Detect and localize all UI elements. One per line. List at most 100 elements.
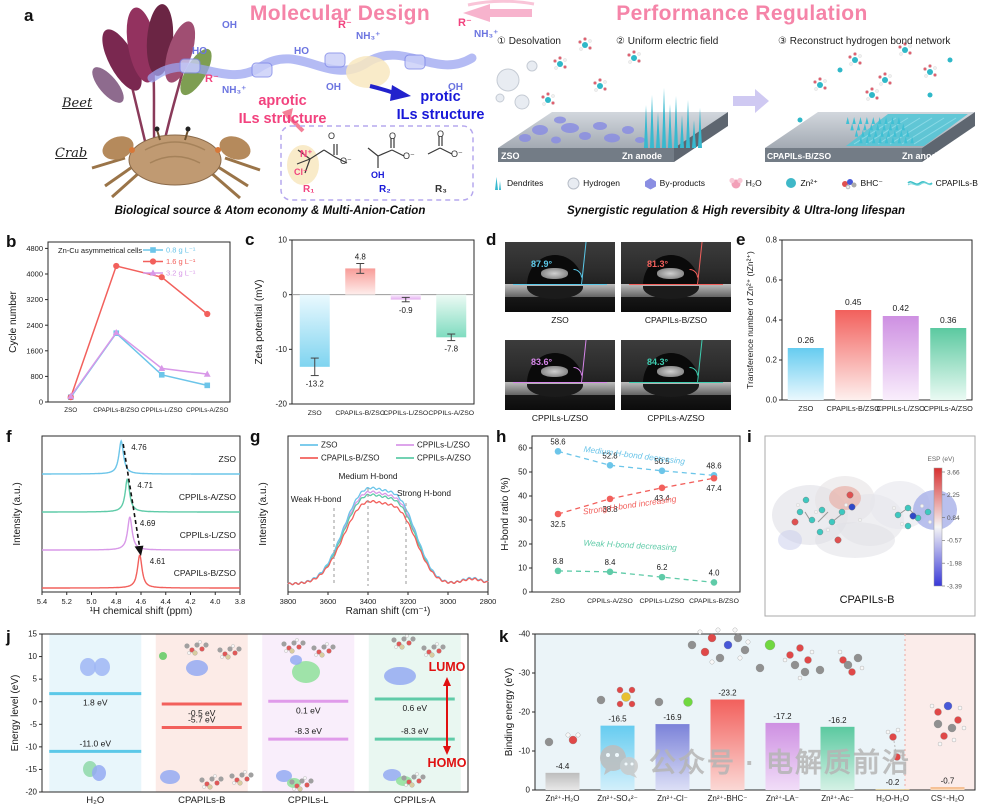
- svg-text:4.61: 4.61: [150, 557, 166, 566]
- svg-text:CPPILs-L/ZSO: CPPILs-L/ZSO: [141, 407, 183, 414]
- wechat-icon: [600, 744, 638, 778]
- contact-angle-image-cpapils-b: 81.3°: [621, 242, 731, 312]
- zn-anode-label: Zn anode: [622, 151, 662, 161]
- svg-text:-23.2: -23.2: [718, 689, 737, 698]
- svg-text:Intensity (a.u.): Intensity (a.u.): [258, 482, 269, 545]
- svg-text:ZSO: ZSO: [321, 441, 337, 450]
- panel-a-artwork: [91, 0, 975, 201]
- oh-label: OH: [371, 170, 385, 180]
- svg-text:52.8: 52.8: [602, 451, 617, 460]
- svg-text:-5.7 eV: -5.7 eV: [188, 714, 216, 724]
- svg-text:CPAPILs-B/ZSO: CPAPILs-B/ZSO: [93, 407, 139, 414]
- svg-text:10: 10: [518, 564, 527, 573]
- tile-label: CPAPILs-B/ZSO: [644, 315, 708, 325]
- molecular-design-caption: Biological source & Atom economy & Multi…: [114, 205, 426, 217]
- svg-text:-4.4: -4.4: [556, 762, 570, 771]
- tile-label: CPPILs-L/ZSO: [531, 413, 589, 423]
- svg-text:-0.7: -0.7: [941, 776, 955, 785]
- svg-text:0.2: 0.2: [766, 356, 778, 365]
- svg-text:2800: 2800: [480, 597, 497, 606]
- panel-e-label: e: [736, 230, 746, 249]
- svg-text:-0.2: -0.2: [886, 778, 900, 787]
- svg-text:¹H chemical shift (ppm): ¹H chemical shift (ppm): [90, 606, 193, 617]
- svg-text:4.69: 4.69: [140, 519, 156, 528]
- svg-text:-1.98: -1.98: [947, 561, 962, 568]
- svg-text:38.8: 38.8: [602, 505, 617, 514]
- svg-text:43.4: 43.4: [654, 494, 670, 503]
- svg-text:-16.2: -16.2: [828, 716, 847, 725]
- svg-text:0: 0: [33, 697, 38, 706]
- svg-text:ZSO: ZSO: [219, 454, 237, 464]
- nh3-label: NH₃⁺: [474, 29, 499, 40]
- byproduct-icon: [644, 177, 656, 189]
- svg-text:-20: -20: [518, 708, 530, 717]
- watermark-text: 公众号 · 电解质前沿: [649, 748, 911, 778]
- svg-text:2400: 2400: [26, 321, 43, 330]
- svg-text:Cycle number: Cycle number: [8, 290, 19, 352]
- svg-text:H₂O: H₂O: [86, 795, 104, 806]
- svg-text:Medium H-bond decreasing: Medium H-bond decreasing: [583, 444, 686, 466]
- o-minus-label: O⁻: [403, 151, 415, 161]
- svg-text:-13.2: -13.2: [306, 380, 325, 389]
- svg-text:CPPILs-A/ZSO: CPPILs-A/ZSO: [587, 598, 633, 605]
- nh3-label: NH₃⁺: [356, 31, 381, 42]
- panel-h-label: h: [496, 427, 507, 446]
- svg-text:0.1 eV: 0.1 eV: [296, 705, 321, 715]
- svg-text:CPAPILs-B/ZSO: CPAPILs-B/ZSO: [827, 404, 881, 413]
- svg-text:6.2: 6.2: [657, 563, 668, 572]
- scene-zso: [495, 60, 728, 162]
- esp-molecule-label: CPAPILs-B: [839, 594, 895, 606]
- svg-text:58.6: 58.6: [550, 437, 565, 446]
- legend-bhc: BHC⁻: [841, 177, 883, 190]
- section-transfer-arrow: [463, 0, 535, 22]
- svg-text:Zn²⁺-BHC⁻: Zn²⁺-BHC⁻: [708, 794, 748, 803]
- svg-text:0.45: 0.45: [845, 297, 862, 307]
- svg-text:0: 0: [526, 786, 531, 795]
- svg-text:4.6: 4.6: [136, 597, 146, 606]
- oh-label: OH: [326, 82, 341, 93]
- svg-text:5.0: 5.0: [86, 597, 96, 606]
- svg-text:2.25: 2.25: [947, 492, 960, 499]
- svg-text:4.0: 4.0: [210, 597, 220, 606]
- svg-text:CPPILs-L/ZSO: CPPILs-L/ZSO: [383, 410, 428, 417]
- svg-text:H₂O-H₂O: H₂O-H₂O: [876, 794, 909, 803]
- r1-label: R₁: [303, 184, 315, 195]
- svg-text:20: 20: [518, 540, 527, 549]
- water-molecule-icon: [729, 177, 743, 189]
- r-minus-label: R⁻: [458, 17, 472, 29]
- svg-text:CPAPILs-B: CPAPILs-B: [178, 795, 225, 806]
- svg-text:3200: 3200: [400, 597, 417, 606]
- cpapils-substrate-label: CPAPILs-B/ZSO: [767, 151, 832, 161]
- svg-text:40: 40: [518, 492, 527, 501]
- r-minus-label: R⁻: [205, 73, 219, 85]
- highlight-ellipse: [346, 56, 390, 88]
- legend-cpapils: CPAPILs-B: [907, 178, 978, 188]
- svg-text:10: 10: [278, 236, 287, 245]
- panel-g-label: g: [250, 427, 261, 446]
- svg-text:47.4: 47.4: [706, 484, 722, 493]
- o-label: O: [328, 131, 336, 141]
- r2-label: R₂: [379, 184, 391, 195]
- svg-text:CPAPILs-B/ZSO: CPAPILs-B/ZSO: [174, 568, 237, 578]
- panel-c-label: c: [245, 230, 255, 249]
- zinc-ion-icon: [786, 178, 797, 188]
- svg-text:-17.2: -17.2: [773, 712, 792, 721]
- svg-text:Weak H-bond: Weak H-bond: [291, 494, 342, 504]
- svg-text:0: 0: [283, 290, 288, 299]
- svg-text:50.5: 50.5: [654, 457, 670, 466]
- svg-text:-0.9: -0.9: [399, 306, 413, 315]
- svg-text:0.4: 0.4: [766, 316, 778, 325]
- molecular-design-title: Molecular Design: [249, 2, 431, 25]
- hydrogen-bubbles: [495, 60, 538, 110]
- svg-text:-11.0 eV: -11.0 eV: [79, 738, 111, 748]
- svg-text:15: 15: [28, 630, 37, 639]
- svg-text:Intensity (a.u.): Intensity (a.u.): [12, 482, 23, 545]
- svg-text:CPPILs-L/ZSO: CPPILs-L/ZSO: [877, 404, 926, 413]
- legend-zn: Zn²⁺: [785, 177, 818, 189]
- svg-text:4.71: 4.71: [137, 481, 153, 490]
- svg-text:4800: 4800: [26, 244, 43, 253]
- svg-text:CPPILs-A: CPPILs-A: [394, 795, 436, 806]
- svg-text:-0.57: -0.57: [947, 538, 962, 545]
- performance-regulation-title: Performance Regulation: [616, 2, 868, 25]
- svg-text:4.2: 4.2: [185, 597, 195, 606]
